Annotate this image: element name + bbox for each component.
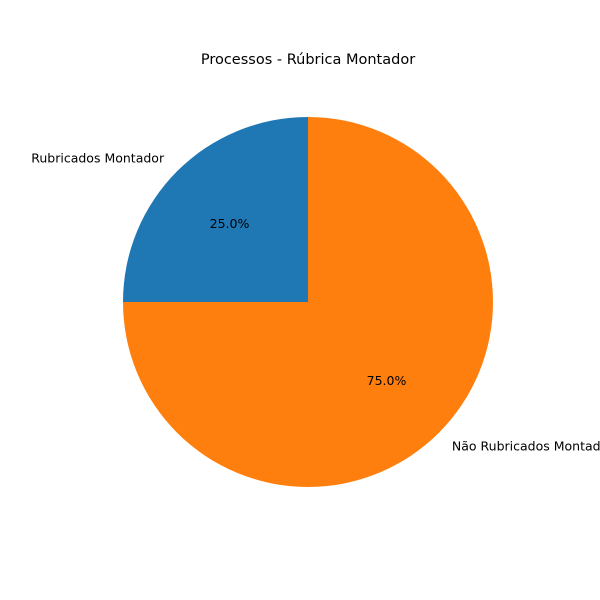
pie-category-label-0: Rubricados Montador bbox=[31, 151, 165, 166]
chart-title: Processos - Rúbrica Montador bbox=[201, 52, 415, 68]
pie-pct-label-1: 75.0% bbox=[367, 373, 407, 388]
pie-slice-0 bbox=[123, 117, 308, 302]
pie-category-label-1: Não Rubricados Montador bbox=[452, 438, 600, 453]
pie-slice-1 bbox=[123, 117, 493, 487]
pie-pct-label-0: 25.0% bbox=[210, 216, 250, 231]
